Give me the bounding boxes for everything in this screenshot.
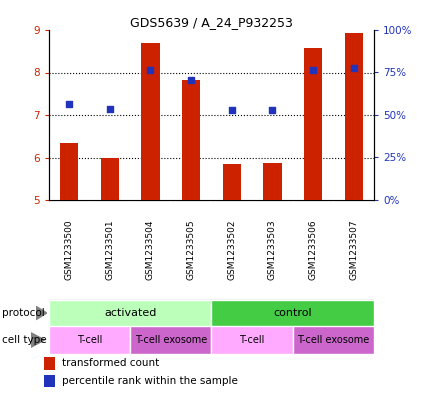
Text: GSM1233504: GSM1233504 — [146, 220, 155, 280]
Bar — [44, 375, 55, 387]
Bar — [130, 326, 211, 354]
Point — [66, 101, 73, 108]
Polygon shape — [31, 333, 45, 347]
Text: GSM1233505: GSM1233505 — [187, 220, 196, 280]
Text: GSM1233506: GSM1233506 — [309, 220, 317, 280]
Text: GSM1233501: GSM1233501 — [105, 220, 114, 280]
Bar — [49, 300, 211, 326]
Title: GDS5639 / A_24_P932253: GDS5639 / A_24_P932253 — [130, 16, 293, 29]
Bar — [263, 163, 281, 200]
Text: T-cell: T-cell — [77, 335, 102, 345]
Text: activated: activated — [104, 308, 156, 318]
Bar — [44, 357, 55, 369]
Bar — [345, 33, 363, 200]
Bar — [101, 158, 119, 200]
Bar — [293, 326, 374, 354]
Text: GSM1233500: GSM1233500 — [65, 220, 74, 280]
Text: GSM1233507: GSM1233507 — [349, 220, 358, 280]
Text: GSM1233503: GSM1233503 — [268, 220, 277, 280]
Text: T-cell: T-cell — [239, 335, 265, 345]
Polygon shape — [36, 307, 47, 320]
Bar — [182, 80, 200, 200]
Text: control: control — [273, 308, 312, 318]
Point — [188, 77, 195, 83]
Text: cell type: cell type — [2, 335, 47, 345]
Bar — [304, 48, 322, 200]
Text: GSM1233502: GSM1233502 — [227, 220, 236, 280]
Text: T-cell exosome: T-cell exosome — [135, 335, 207, 345]
Bar — [223, 164, 241, 200]
Text: percentile rank within the sample: percentile rank within the sample — [62, 376, 238, 386]
Bar — [142, 43, 160, 200]
Point — [269, 107, 276, 113]
Point — [310, 67, 317, 73]
Point — [106, 105, 113, 112]
Text: protocol: protocol — [2, 308, 45, 318]
Text: transformed count: transformed count — [62, 358, 159, 368]
Bar — [211, 326, 293, 354]
Point — [350, 65, 357, 72]
Bar — [211, 300, 374, 326]
Bar — [60, 143, 78, 200]
Point — [147, 67, 154, 73]
Bar — [49, 326, 130, 354]
Text: T-cell exosome: T-cell exosome — [297, 335, 369, 345]
Point — [228, 107, 235, 113]
